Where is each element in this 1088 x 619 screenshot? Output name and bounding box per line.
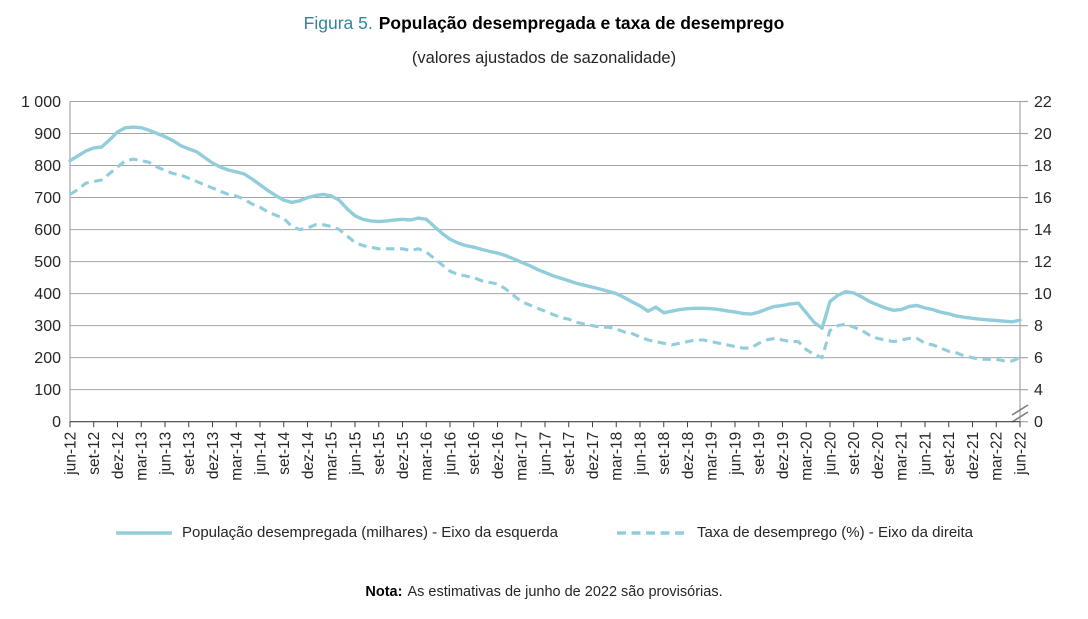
left-axis-tick-label: 900 (34, 126, 61, 143)
x-axis-tick-label: mar-17 (514, 432, 531, 481)
x-axis-tick-label: mar-22 (989, 432, 1006, 481)
chart-legend: População desempregada (milhares) - Eixo… (0, 524, 1088, 541)
left-axis-tick-label: 700 (34, 190, 61, 207)
solid-line-swatch-icon (115, 530, 172, 535)
x-axis-tick-label: dez-16 (490, 432, 507, 479)
axis-break-mark (1011, 411, 1029, 423)
legend-item-population: População desempregada (milhares) - Eixo… (115, 524, 558, 541)
left-axis-tick-label: 100 (34, 382, 61, 399)
x-axis-tick-label: jun-20 (823, 431, 840, 475)
x-axis-tick-label: set-21 (941, 432, 958, 475)
x-axis-tick-label: jun-15 (348, 432, 365, 476)
x-axis-tick-label: jun-19 (728, 432, 745, 476)
x-axis-tick-label: mar-15 (324, 432, 341, 481)
left-axis-tick-label: 200 (34, 350, 61, 367)
right-axis-tick-label: 16 (1034, 190, 1052, 207)
left-axis-tick-label: 500 (34, 254, 61, 271)
left-axis-tick-label: 400 (34, 286, 61, 303)
x-axis-tick-label: jun-21 (918, 432, 935, 476)
x-axis-tick-label: jun-12 (63, 432, 80, 476)
x-axis-tick-label: set-19 (751, 432, 768, 475)
figure-number: Figura 5. (303, 13, 373, 33)
figure-title-text: População desempregada e taxa de desempr… (378, 13, 785, 33)
note-label: Nota: (365, 584, 403, 600)
x-axis-tick-label: dez-15 (395, 432, 412, 479)
x-axis-tick-label: dez-14 (300, 431, 317, 479)
x-axis-tick-label: dez-17 (585, 432, 602, 479)
x-axis-tick-label: mar-21 (894, 432, 911, 481)
right-axis-tick-label: 18 (1034, 158, 1052, 175)
x-axis-tick-label: set-15 (371, 432, 388, 475)
x-axis-tick-label: mar-13 (134, 432, 151, 481)
x-axis-tick-label: dez-20 (870, 431, 887, 479)
x-axis-tick-label: set-14 (276, 431, 293, 474)
dashed-line-swatch-icon (617, 530, 688, 535)
x-axis-tick-label: jun-14 (253, 431, 270, 475)
axis-break-mark (1011, 404, 1029, 416)
right-axis-tick-label: 12 (1034, 254, 1052, 271)
x-axis-tick-label: set-18 (656, 432, 673, 475)
x-axis-tick-label: jun-16 (443, 432, 460, 476)
legend-label-rate: Taxa de desemprego (%) - Eixo da direita (697, 524, 974, 541)
x-axis-tick-label: set-20 (846, 431, 863, 474)
note-text: As estimativas de junho de 2022 são prov… (407, 584, 723, 600)
x-axis-tick-label: dez-13 (205, 432, 222, 479)
right-axis-tick-label: 22 (1034, 94, 1052, 111)
left-axis-tick-label: 0 (52, 414, 61, 431)
unemployment-rate-line (69, 157, 1021, 363)
x-axis-tick-label: jun-13 (158, 432, 175, 476)
x-axis-tick-label: dez-12 (110, 432, 127, 479)
x-axis-tick-label: set-17 (561, 432, 578, 475)
right-axis-tick-label: 14 (1034, 222, 1052, 239)
x-axis-tick-label: jun-17 (538, 432, 555, 476)
right-axis-tick-label: 6 (1034, 350, 1043, 367)
x-axis-tick-label: mar-19 (704, 432, 721, 481)
left-axis-tick-label: 1 000 (21, 94, 61, 111)
figure-title: Figura 5. População desempregada e taxa d… (0, 12, 1088, 34)
right-axis-tick-label: 8 (1034, 318, 1043, 335)
figure-note: Nota: As estimativas de junho de 2022 são… (0, 584, 1088, 600)
x-axis-tick-label: mar-14 (229, 431, 246, 480)
x-axis-tick-label: dez-21 (965, 432, 982, 479)
figure-subtitle: (valores ajustados de sazonalidade) (411, 49, 677, 67)
right-axis-tick-label: 20 (1034, 126, 1052, 143)
x-axis-tick-label: mar-20 (799, 431, 816, 480)
x-axis-tick-label: mar-16 (419, 432, 436, 481)
x-axis-tick-label: dez-18 (680, 432, 697, 479)
right-axis-tick-label: 10 (1034, 286, 1052, 303)
legend-item-rate: Taxa de desemprego (%) - Eixo da direita (616, 524, 973, 541)
x-axis-tick-label: mar-18 (609, 432, 626, 481)
legend-label-population: População desempregada (milhares) - Eixo… (181, 524, 559, 541)
left-axis-tick-label: 600 (34, 222, 61, 239)
x-axis-tick-label: jun-18 (633, 432, 650, 476)
x-axis-tick-label: set-16 (466, 432, 483, 475)
population-unemployed-line (68, 125, 1022, 330)
x-axis-tick-label: dez-19 (775, 432, 792, 479)
x-axis-tick-label: set-13 (181, 432, 198, 475)
right-axis-tick-label: 4 (1034, 382, 1043, 399)
left-axis-tick-label: 300 (34, 318, 61, 335)
right-axis-tick-label: 0 (1034, 414, 1043, 431)
x-axis-tick-label: jun-22 (1013, 432, 1030, 476)
left-axis-tick-label: 800 (34, 158, 61, 175)
x-axis-tick-label: set-12 (86, 432, 103, 475)
